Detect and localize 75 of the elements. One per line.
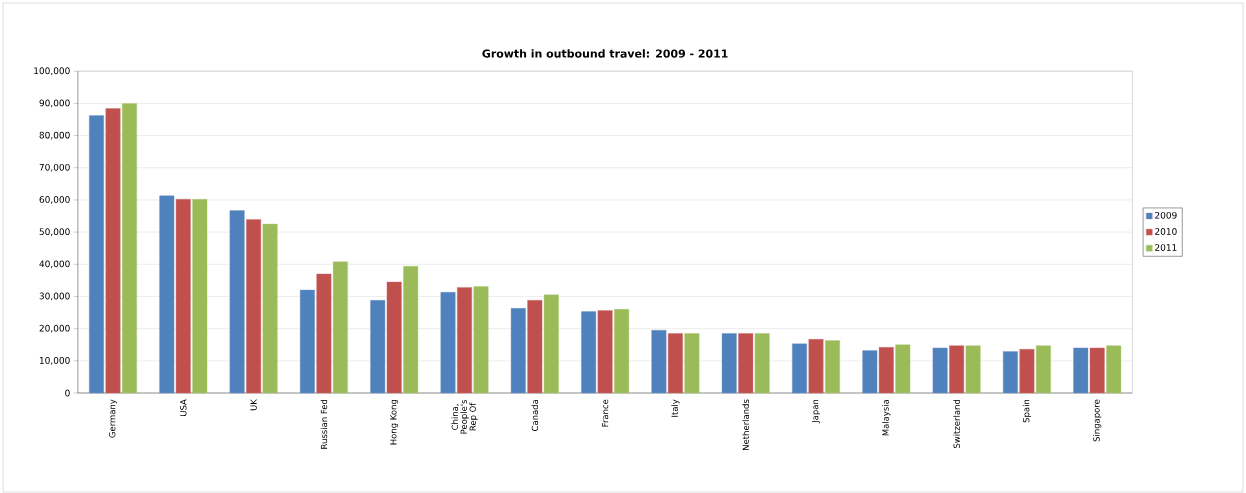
x-tick-label: Russian Fed — [320, 399, 328, 449]
bar — [597, 310, 613, 394]
y-tick-label: 20,000 — [39, 324, 70, 333]
x-tick-label: Italy — [671, 399, 680, 417]
x-tick-label: Switzerland — [953, 399, 960, 449]
bar — [932, 347, 948, 394]
bar — [299, 289, 315, 394]
y-tick-label: 50,000 — [39, 228, 70, 236]
x-tick-label: Germany — [108, 399, 118, 438]
y-tick-label: 100,000 — [34, 67, 70, 76]
bar — [1073, 347, 1089, 394]
bar — [684, 333, 700, 394]
legend-label: 2009 — [1155, 211, 1177, 219]
bar — [721, 333, 737, 394]
bar — [667, 333, 683, 394]
bar — [543, 294, 559, 394]
bar — [332, 261, 348, 394]
bar — [878, 347, 894, 394]
bar — [440, 292, 456, 394]
bar — [457, 287, 472, 394]
bar — [122, 103, 137, 394]
bar — [895, 344, 911, 394]
x-tick-label: UK — [250, 399, 257, 411]
bar — [403, 266, 419, 394]
bar — [246, 219, 262, 394]
bar — [1106, 345, 1122, 394]
bar — [175, 199, 191, 394]
bar — [792, 343, 807, 394]
bar — [965, 345, 981, 394]
bar — [581, 311, 597, 394]
x-tick-label: China, People's Rep Of — [451, 399, 478, 434]
bar — [1019, 349, 1035, 394]
y-tick-label: 30,000 — [39, 292, 70, 301]
bar — [473, 286, 489, 394]
x-tick-label: Netherlands — [742, 399, 749, 450]
x-tick-label: Spain — [1022, 399, 1032, 423]
bar — [754, 333, 770, 394]
x-tick-label: Japan — [812, 399, 820, 424]
bar — [527, 300, 543, 394]
y-tick-label: 10,000 — [39, 356, 70, 365]
chart-title: Growth in outbound travel: 2009 - 2011 — [482, 49, 728, 58]
x-tick-label: USA — [180, 399, 187, 416]
y-tick-label: 80,000 — [39, 131, 70, 140]
bar — [1002, 351, 1018, 394]
bar — [651, 330, 667, 394]
legend-label: 2011 — [1155, 244, 1177, 251]
y-tick-label: 60,000 — [39, 196, 70, 204]
x-tick-label: Hong Kong — [390, 399, 399, 445]
bar — [192, 199, 208, 394]
bar — [738, 333, 754, 394]
y-tick-label: 40,000 — [39, 260, 70, 269]
bar — [89, 115, 104, 394]
x-tick-label: Singapore — [1093, 399, 1102, 442]
bar — [510, 308, 526, 394]
x-tick-label: Canada — [531, 399, 539, 431]
bar — [808, 339, 824, 394]
bar — [614, 309, 630, 394]
bar — [316, 273, 332, 394]
bar — [1035, 345, 1051, 394]
bar — [862, 350, 878, 394]
bar — [370, 300, 386, 394]
bar — [825, 340, 840, 394]
bar — [229, 210, 245, 394]
bar — [159, 195, 175, 394]
bar — [262, 223, 278, 394]
bar — [386, 281, 402, 394]
y-tick-label: 90,000 — [39, 99, 70, 108]
bar — [105, 108, 121, 394]
bar — [949, 345, 965, 394]
y-tick-label: 70,000 — [39, 163, 70, 172]
x-tick-label: Malaysia — [882, 399, 891, 436]
legend-label: 2010 — [1155, 228, 1177, 235]
bar — [1089, 347, 1105, 394]
x-tick-label: France — [601, 399, 609, 427]
y-tick-label: 0 — [65, 389, 70, 397]
